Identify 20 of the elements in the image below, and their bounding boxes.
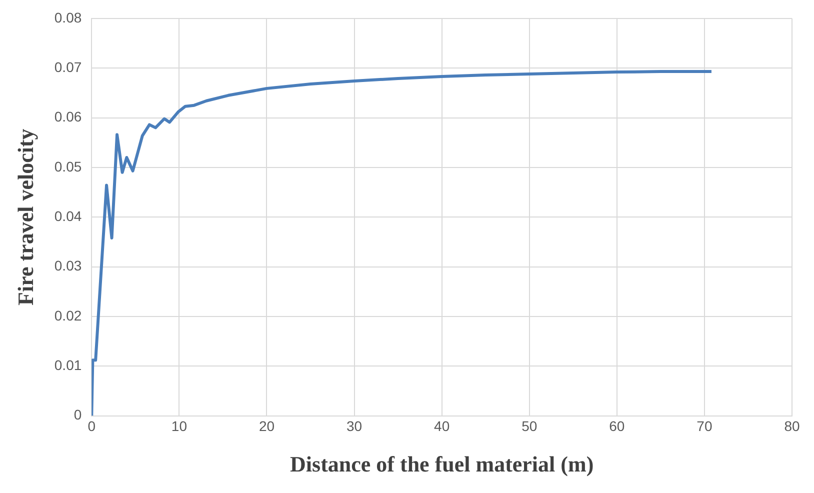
y-tick-label: 0.06 bbox=[54, 108, 82, 125]
y-axis-title: Fire travel velocity bbox=[12, 128, 38, 306]
x-tick-label: 80 bbox=[784, 418, 800, 434]
x-tick-label: 20 bbox=[258, 418, 275, 434]
y-tick-label: 0.04 bbox=[54, 208, 82, 224]
x-tick-label: 30 bbox=[346, 418, 362, 434]
y-tick-label: 0.02 bbox=[54, 307, 82, 324]
y-tick-label: 0.07 bbox=[54, 58, 82, 75]
x-tick-label: 50 bbox=[522, 418, 538, 434]
x-tick-label: 40 bbox=[434, 418, 450, 434]
y-tick-label: 0.05 bbox=[54, 158, 82, 174]
y-tick-label: 0.03 bbox=[54, 258, 82, 274]
x-tick-label: 70 bbox=[696, 418, 712, 434]
y-tick-label: 0 bbox=[74, 406, 82, 423]
x-tick-label: 10 bbox=[171, 418, 188, 434]
x-tick-label: 0 bbox=[88, 418, 96, 434]
y-tick-label: 0.08 bbox=[54, 9, 82, 26]
x-tick-label: 60 bbox=[609, 418, 625, 434]
y-tick-label: 0.01 bbox=[54, 356, 82, 373]
x-axis-title: Distance of the fuel material (m) bbox=[290, 451, 594, 476]
